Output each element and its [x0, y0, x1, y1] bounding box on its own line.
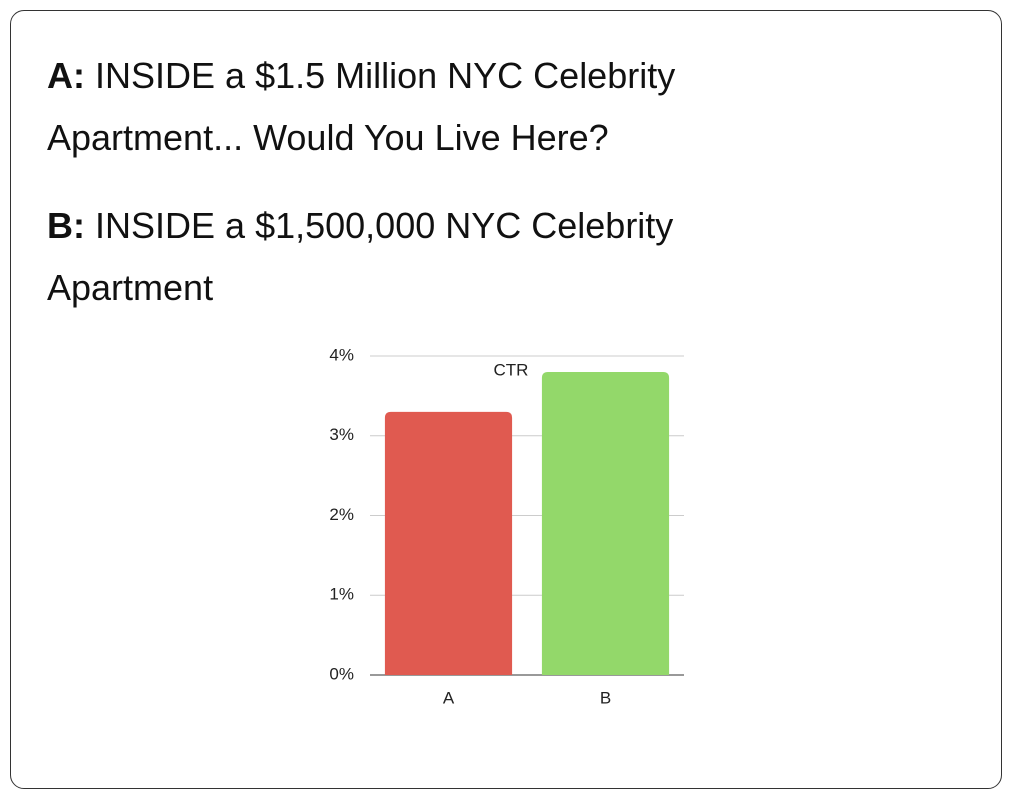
option-label: A:	[47, 55, 85, 96]
y-tick-label: 0%	[329, 664, 354, 683]
x-tick-label: A	[443, 688, 455, 707]
y-tick-label: 4%	[329, 345, 354, 364]
option-text: INSIDE a $1,500,000 NYC Celebrity Apartm…	[47, 205, 674, 308]
y-tick-label: 1%	[329, 585, 354, 604]
bar	[384, 411, 513, 675]
y-tick-label: 3%	[329, 425, 354, 444]
option-text: INSIDE a $1.5 Million NYC Celebrity Apar…	[47, 55, 676, 158]
option-b: B: INSIDE a $1,500,000 NYC Celebrity Apa…	[47, 195, 817, 319]
option-label: B:	[47, 205, 85, 246]
y-tick-label: 2%	[329, 505, 354, 524]
x-tick-label: B	[600, 688, 611, 707]
chart-title: CTR	[494, 360, 529, 379]
option-a: A: INSIDE a $1.5 Million NYC Celebrity A…	[47, 45, 817, 169]
card	[10, 10, 1002, 789]
bar	[541, 371, 670, 675]
